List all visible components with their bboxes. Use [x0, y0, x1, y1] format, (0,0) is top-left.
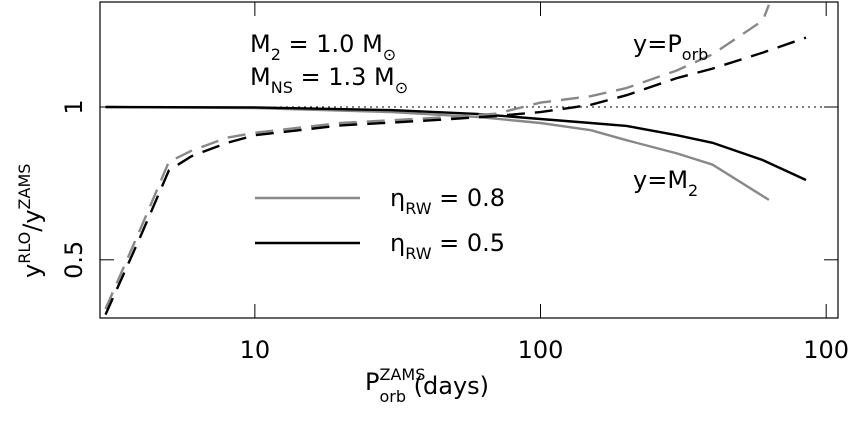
series-line: [105, 105, 807, 182]
annotation: MNS = 1.3 M⊙: [250, 63, 408, 97]
x-tick-label: 10: [240, 336, 271, 364]
legend-label: ηRW = 0.5: [390, 229, 505, 263]
annotation-part: 2: [688, 181, 698, 200]
annotation-part: M: [250, 30, 271, 58]
x-axis-label-part: P: [365, 368, 379, 396]
annotation: y=M2: [633, 166, 698, 200]
annotation-part: ⊙: [383, 45, 396, 64]
legend-label-part: RW: [405, 244, 431, 263]
annotation-part: = 1.0 M: [281, 30, 383, 58]
x-tick-label: 100: [518, 336, 564, 364]
annotation-part: = 1.3 M: [293, 63, 395, 91]
series-line: [104, 4, 771, 310]
annotation-part: y=P: [633, 30, 682, 58]
annotation: M2 = 1.0 M⊙: [250, 30, 396, 64]
legend-label: ηRW = 0.8: [390, 184, 505, 218]
legend-label-part: η: [390, 229, 405, 257]
x-axis-label: PZAMS orb (days): [365, 365, 489, 406]
x-axis-label-part: (days): [406, 372, 489, 400]
legend-label-part: = 0.8: [432, 184, 506, 212]
annotation-part: M: [250, 63, 271, 91]
legend-label-part: η: [390, 184, 405, 212]
series-line: [105, 105, 770, 201]
legend-label-part: RW: [405, 199, 431, 218]
series-line: [104, 36, 807, 316]
plot-frame: [99, 1, 839, 319]
y-tick-label: 0.5: [60, 241, 88, 279]
annotation-part: y=M: [633, 166, 688, 194]
y-axis-label-part: /y: [18, 209, 46, 231]
legend-label-part: = 0.5: [432, 229, 506, 257]
annotation-part: ⊙: [395, 78, 408, 97]
y-axis-label-part: ZAMS: [15, 164, 34, 210]
x-tick-label: 100: [803, 336, 849, 364]
annotation: y=Porb: [633, 30, 708, 64]
x-axis-label-part: ZAMS: [379, 365, 425, 384]
y-axis-label: yRLO/yZAMS: [15, 164, 46, 278]
annotation-part: 2: [271, 45, 281, 64]
annotation-part: orb: [682, 45, 709, 64]
annotation-part: NS: [271, 78, 293, 97]
y-axis-label-part: y: [18, 264, 46, 278]
y-tick-label: 1: [60, 99, 88, 114]
y-axis-label-part: RLO: [15, 232, 34, 264]
x-axis-label-part: orb: [379, 387, 406, 406]
